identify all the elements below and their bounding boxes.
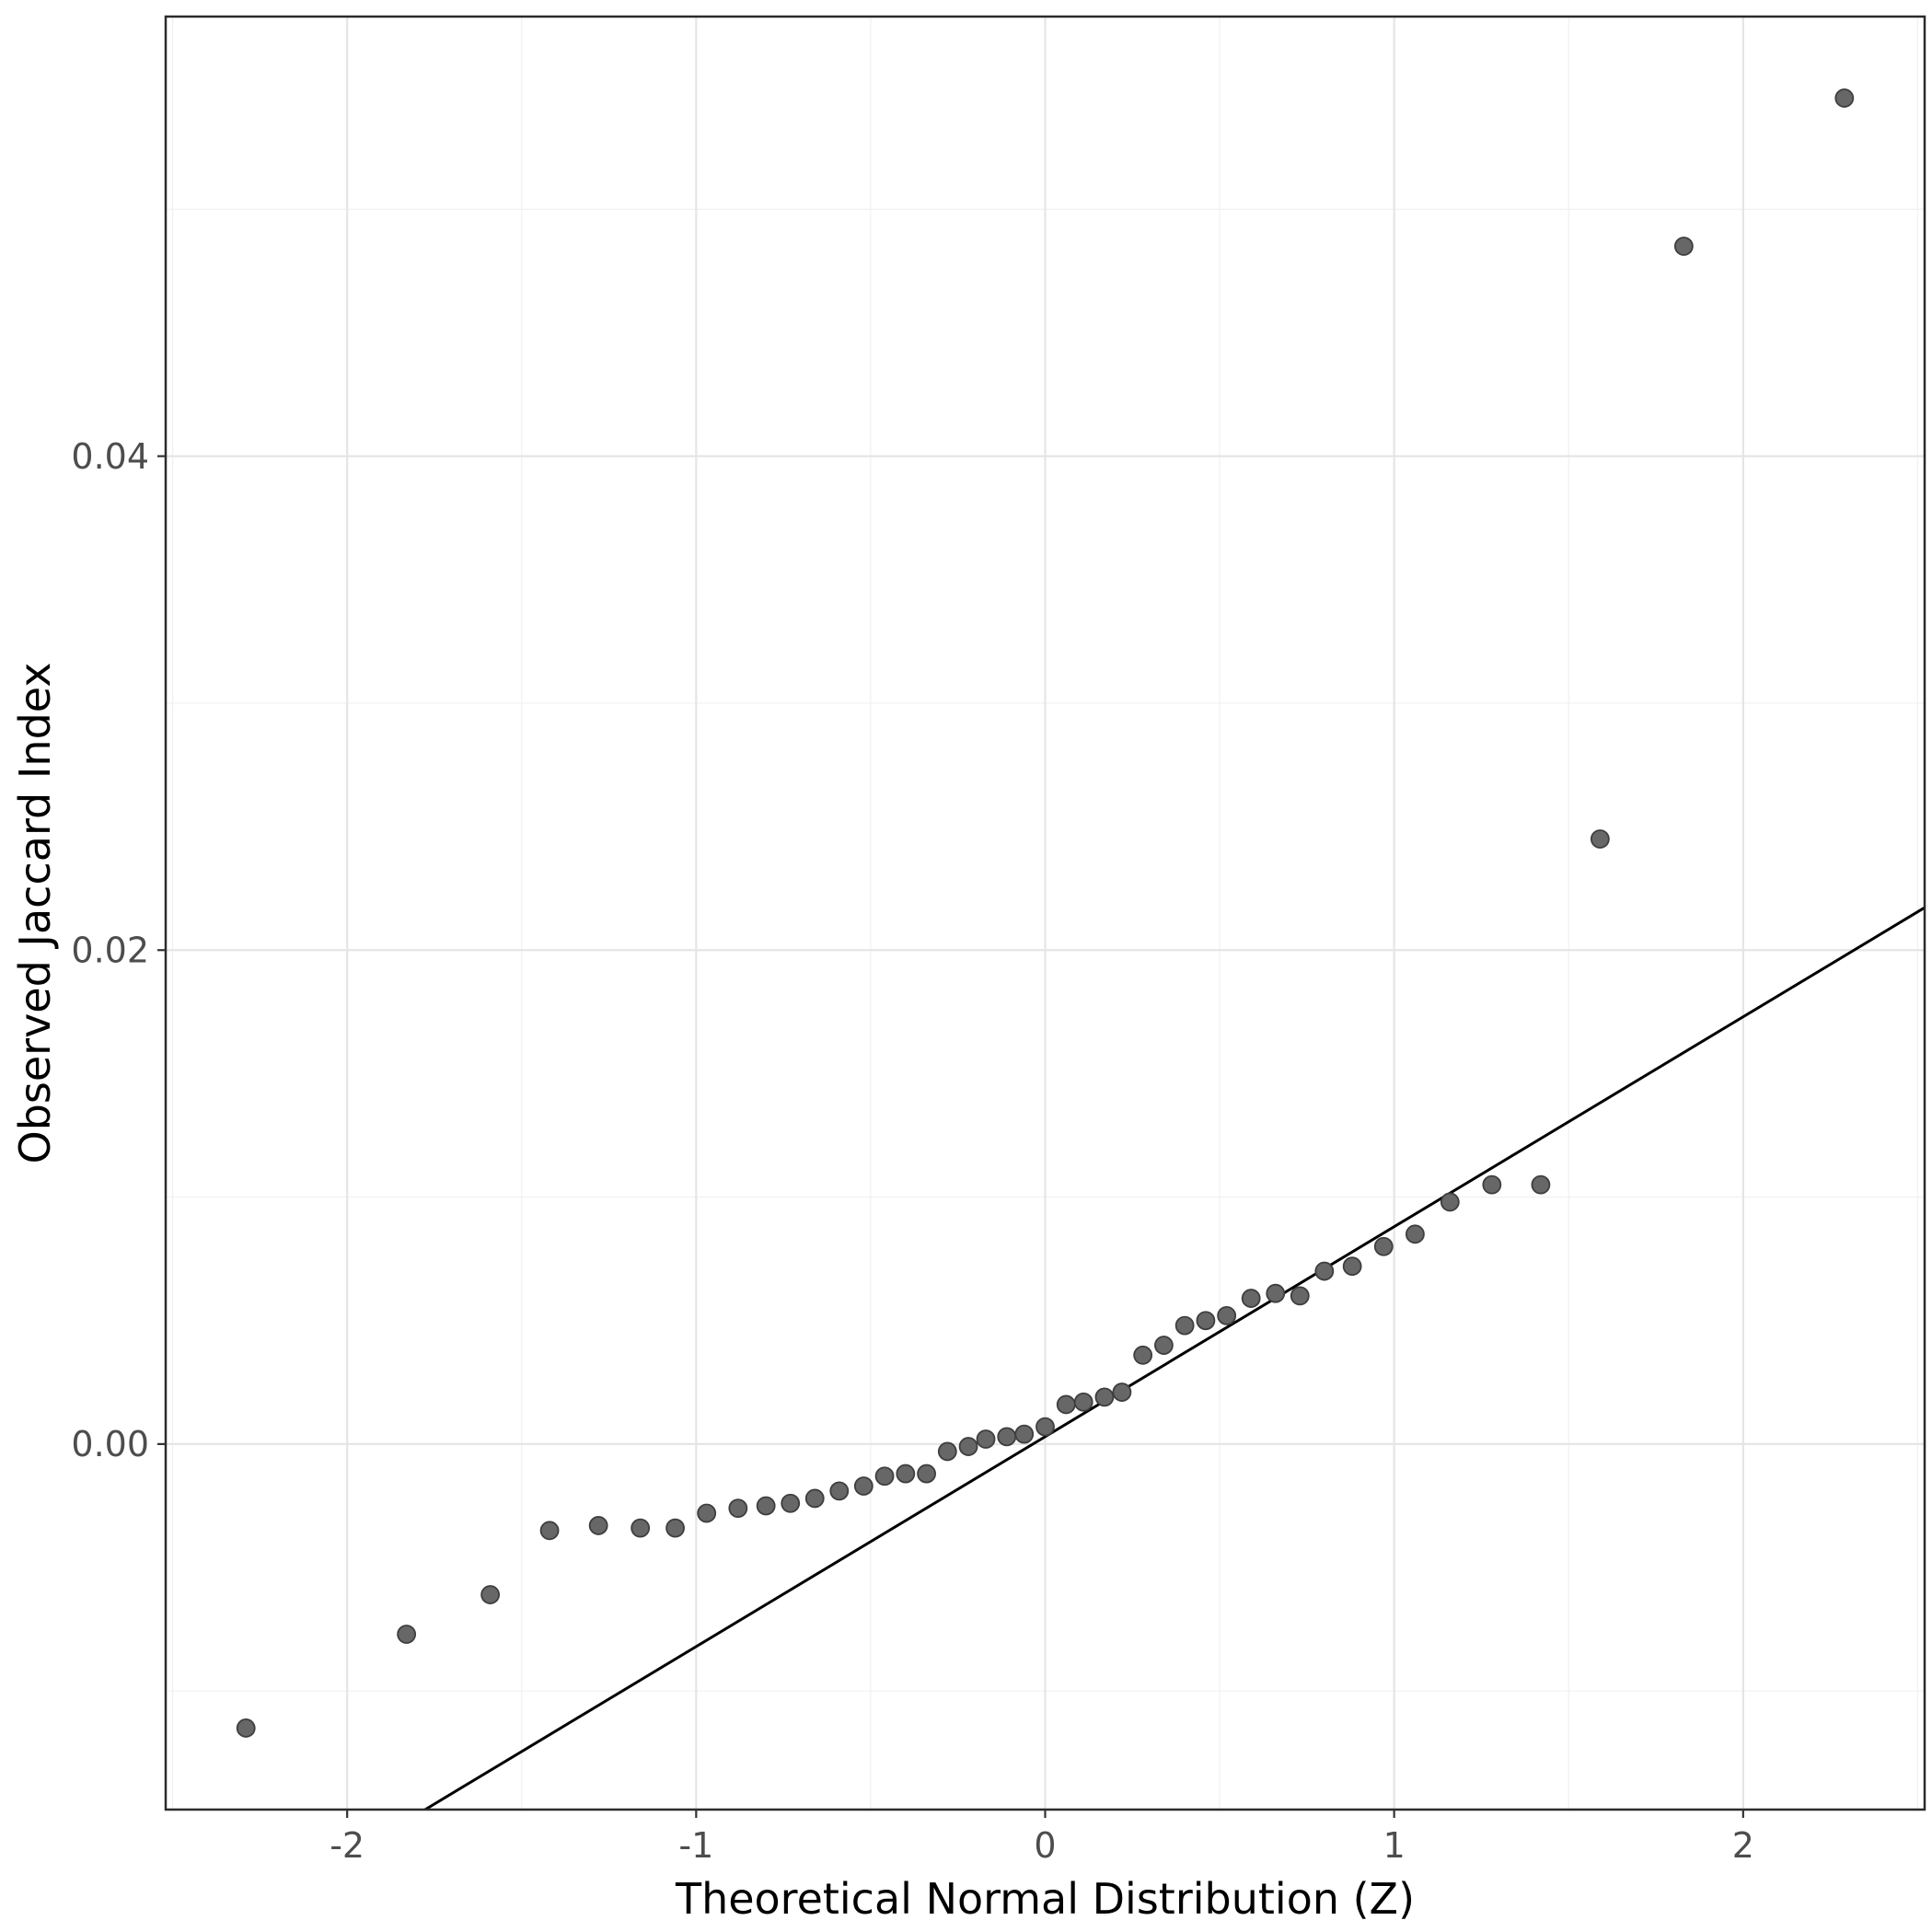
x-axis-title: Theoretical Normal Distribution (Z) <box>675 1874 1416 1924</box>
data-point <box>1174 1315 1195 1336</box>
data-point <box>958 1437 978 1456</box>
y-axis-title: Observed Jaccard Index <box>10 662 60 1164</box>
data-point <box>874 1466 895 1487</box>
data-point <box>1531 1174 1551 1195</box>
data-point <box>631 1518 651 1538</box>
data-point <box>853 1476 873 1496</box>
y-tick-label: 0.00 <box>71 1424 149 1464</box>
x-tick-label: -2 <box>330 1825 364 1866</box>
data-point <box>1266 1283 1286 1303</box>
data-point <box>1406 1224 1425 1244</box>
x-tick-label: 2 <box>1732 1825 1754 1866</box>
data-point <box>1112 1382 1132 1402</box>
data-point <box>1834 88 1855 108</box>
data-point <box>829 1481 850 1501</box>
x-tick-label: 0 <box>1034 1825 1056 1866</box>
x-tick-label: -1 <box>678 1825 713 1866</box>
data-point <box>781 1493 801 1513</box>
data-point <box>1342 1256 1362 1277</box>
data-point <box>1314 1261 1335 1281</box>
data-point <box>1590 829 1610 849</box>
data-point <box>1217 1305 1237 1325</box>
data-point <box>1196 1311 1216 1331</box>
data-point <box>539 1521 560 1541</box>
data-point <box>588 1516 608 1535</box>
y-tick-label: 0.04 <box>71 436 149 477</box>
data-point <box>480 1585 501 1604</box>
data-point <box>1373 1236 1394 1256</box>
data-point <box>397 1625 417 1644</box>
data-point <box>756 1496 776 1516</box>
x-tick-label: 1 <box>1383 1825 1406 1866</box>
data-point <box>665 1518 685 1538</box>
qq-reference-line <box>422 906 1925 1810</box>
data-point <box>728 1498 748 1519</box>
data-point <box>1035 1417 1055 1437</box>
data-point <box>697 1503 717 1523</box>
data-point <box>1133 1345 1153 1365</box>
data-point <box>804 1488 825 1509</box>
data-point <box>937 1441 957 1462</box>
data-point <box>1482 1174 1502 1195</box>
data-point <box>997 1427 1017 1447</box>
data-point <box>1673 237 1694 256</box>
data-point <box>1440 1192 1460 1212</box>
data-point <box>1014 1424 1035 1444</box>
data-point <box>1094 1387 1115 1407</box>
data-point <box>1073 1392 1093 1412</box>
data-point <box>236 1718 256 1738</box>
y-tick-label: 0.02 <box>71 931 149 971</box>
data-point <box>1154 1336 1174 1355</box>
data-point <box>1056 1394 1076 1415</box>
data-point <box>917 1463 936 1484</box>
data-point <box>1241 1289 1261 1308</box>
data-point <box>1290 1286 1310 1306</box>
data-point <box>976 1429 996 1449</box>
data-point <box>896 1463 916 1484</box>
